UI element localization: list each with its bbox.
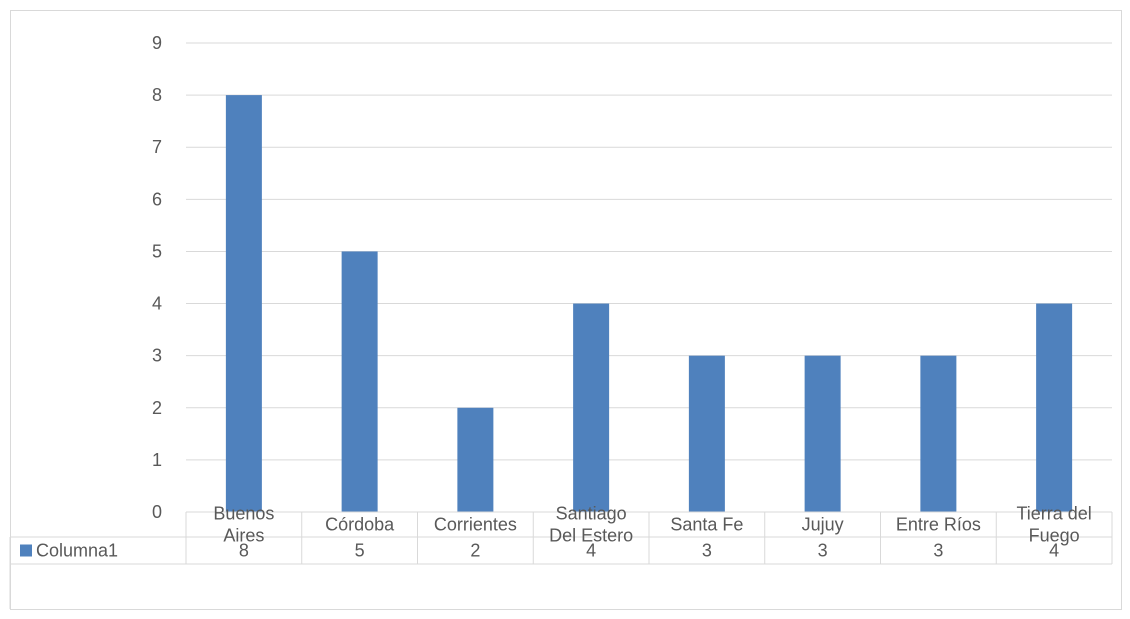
x-category-label: Entre Ríos bbox=[896, 515, 981, 535]
table-value-cell: 4 bbox=[1049, 541, 1059, 561]
table-value-cell: 8 bbox=[239, 541, 249, 561]
x-category-label: Tierra del bbox=[1016, 504, 1091, 524]
y-tick-label: 0 bbox=[152, 502, 162, 522]
legend-swatch bbox=[20, 544, 32, 557]
x-category-label: Jujuy bbox=[802, 515, 844, 535]
bar bbox=[804, 355, 841, 512]
table-value-cell: 3 bbox=[818, 541, 828, 561]
x-category-label: Santa Fe bbox=[670, 515, 743, 535]
x-category-label: Del Estero bbox=[549, 526, 633, 546]
x-category-label: Córdoba bbox=[325, 515, 395, 535]
x-category-label: Santiago bbox=[556, 504, 627, 524]
table-value-cell: 3 bbox=[702, 541, 712, 561]
legend-series-name: Columna1 bbox=[36, 541, 118, 561]
x-category-label: Fuego bbox=[1029, 526, 1080, 546]
table-value-cell: 4 bbox=[586, 541, 596, 561]
y-tick-label: 6 bbox=[152, 189, 162, 209]
bar bbox=[573, 303, 610, 512]
y-tick-label: 3 bbox=[152, 346, 162, 366]
table-value-cell: 5 bbox=[355, 541, 365, 561]
bar bbox=[341, 251, 378, 512]
table-value-cell: 3 bbox=[933, 541, 943, 561]
y-tick-label: 4 bbox=[152, 294, 162, 314]
bar bbox=[457, 407, 494, 512]
x-category-label: Aires bbox=[223, 526, 264, 546]
y-tick-label: 2 bbox=[152, 398, 162, 418]
table-value-cell: 2 bbox=[470, 541, 480, 561]
x-category-label: Corrientes bbox=[434, 515, 517, 535]
bar bbox=[1036, 303, 1073, 512]
y-tick-label: 9 bbox=[152, 33, 162, 53]
y-tick-label: 8 bbox=[152, 85, 162, 105]
y-tick-label: 5 bbox=[152, 241, 162, 261]
y-tick-label: 1 bbox=[152, 450, 162, 470]
y-tick-label: 7 bbox=[152, 137, 162, 157]
bar bbox=[688, 355, 725, 512]
bar bbox=[225, 95, 262, 512]
bar bbox=[920, 355, 957, 512]
x-category-label: Buenos bbox=[213, 504, 274, 524]
